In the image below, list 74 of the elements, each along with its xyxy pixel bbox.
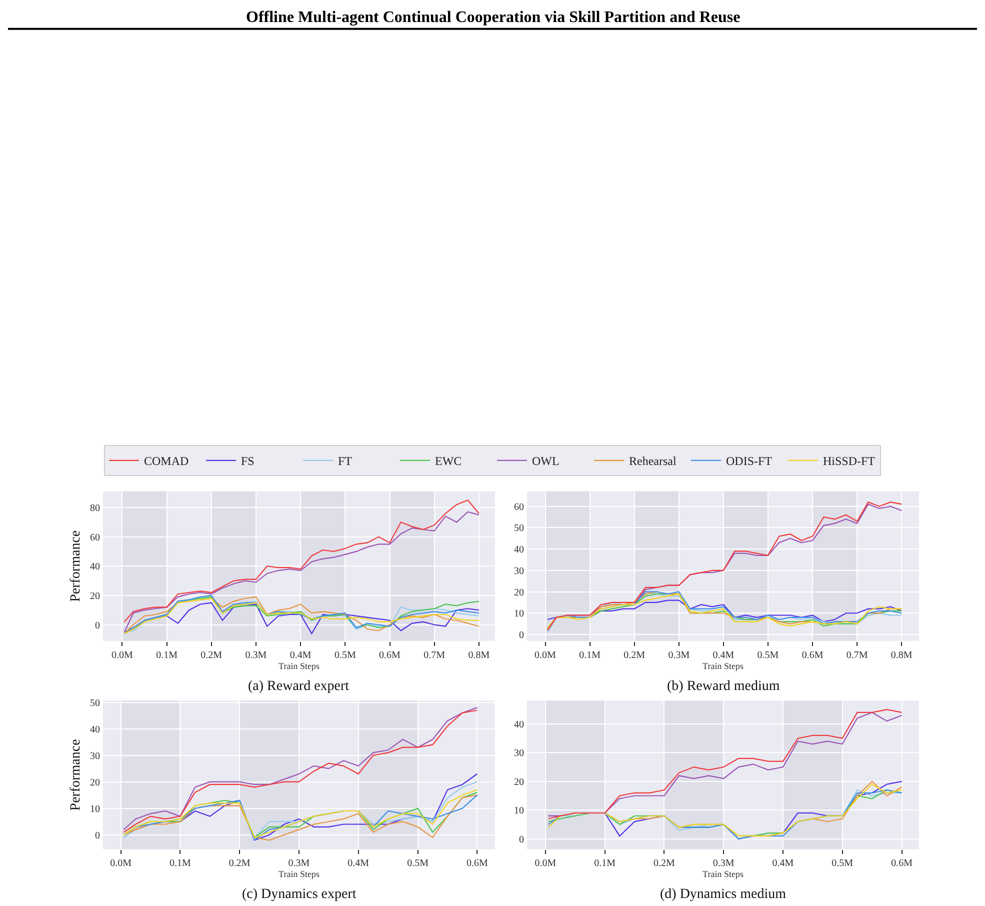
x-tick-label: 0.5M	[407, 858, 429, 870]
y-tick-label: 0	[95, 620, 100, 632]
x-tick-label: 0.2M	[653, 858, 675, 870]
x-tick-label: 0.6M	[802, 650, 824, 661]
text: (c) Dynamics expert	[242, 887, 356, 902]
y-tick-label: 20	[90, 777, 100, 788]
x-axis-title: Train Steps	[702, 660, 744, 671]
x-tick-label: 0.5M	[334, 650, 356, 661]
x-tick-label: 0.2M	[200, 650, 222, 661]
text: Offline Multi-agent Continual Cooperation via Skill Partition and Reuse	[246, 9, 740, 26]
legend-label: Rehearsal	[629, 454, 677, 468]
y-tick-label: 10	[514, 608, 524, 620]
x-tick-label: 0.4M	[290, 650, 312, 661]
legend-label: EWC	[435, 454, 462, 468]
x-tick-label: 0.5M	[757, 650, 779, 661]
y-tick-label: 50	[514, 523, 524, 534]
y-tick-label: 20	[514, 776, 524, 788]
x-tick-label: 0.2M	[624, 650, 646, 661]
x-tick-label: 0.1M	[579, 650, 601, 661]
y-tick-label: 80	[90, 502, 100, 514]
y-tick-label: 60	[90, 532, 100, 544]
x-tick-label: 0.2M	[228, 858, 250, 870]
y-tick-label: 40	[514, 544, 524, 556]
y-tick-label: 10	[514, 806, 524, 817]
y-axis-title: Performance	[68, 530, 84, 602]
x-tick-label: 0.0M	[534, 650, 556, 661]
text: (b) Reward medium	[667, 679, 780, 694]
y-tick-label: 40	[90, 724, 100, 736]
text: (a) Reward expert	[248, 679, 350, 694]
x-tick-label: 0.6M	[379, 650, 401, 661]
x-tick-label: 0.3M	[288, 858, 310, 870]
y-tick-label: 60	[514, 502, 524, 513]
x-tick-label: 0.6M	[891, 858, 913, 870]
x-tick-label: 0.1M	[156, 650, 178, 661]
x-tick-label: 0.8M	[890, 650, 912, 661]
y-tick-label: 30	[90, 750, 100, 762]
text: (d) Dynamics medium	[660, 887, 786, 902]
x-tick-label: 0.1M	[170, 858, 192, 870]
y-tick-label: 50	[90, 698, 100, 709]
x-tick-label: 0.3M	[668, 650, 690, 661]
y-tick-label: 40	[514, 719, 524, 730]
x-tick-label: 0.3M	[245, 650, 267, 661]
x-tick-label: 0.5M	[832, 858, 854, 870]
x-tick-label: 0.8M	[468, 650, 490, 661]
x-axis-title: Train Steps	[278, 869, 320, 880]
x-tick-label: 0.4M	[772, 858, 794, 870]
y-tick-label: 10	[90, 804, 100, 815]
y-tick-label: 40	[90, 562, 100, 573]
x-tick-label: 0.6M	[466, 858, 488, 870]
x-tick-label: 0.0M	[111, 650, 133, 661]
y-tick-label: 0	[519, 834, 524, 846]
y-tick-label: 30	[514, 748, 524, 760]
x-tick-label: 0.4M	[348, 858, 370, 870]
y-tick-label: 0	[519, 630, 524, 641]
x-tick-label: 0.3M	[712, 858, 734, 870]
y-axis-title: Performance	[68, 739, 84, 811]
x-tick-label: 0.0M	[534, 858, 556, 870]
x-tick-label: 0.0M	[110, 858, 132, 870]
x-axis-title: Train Steps	[278, 660, 320, 671]
legend-label: COMAD	[144, 454, 190, 468]
x-tick-label: 0.7M	[846, 650, 868, 661]
x-tick-label: 0.7M	[424, 650, 446, 661]
legend-label: OWL	[532, 454, 560, 468]
legend-label: FS	[241, 454, 254, 468]
y-tick-label: 30	[514, 566, 524, 577]
legend-label: ODIS-FT	[726, 454, 773, 468]
x-tick-label: 0.1M	[594, 858, 616, 870]
y-tick-label: 0	[95, 830, 100, 842]
y-tick-label: 20	[514, 587, 524, 598]
x-tick-label: 0.4M	[712, 650, 734, 661]
x-axis-title: Train Steps	[702, 869, 744, 880]
legend-label: HiSSD-FT	[823, 454, 876, 468]
legend-label: FT	[338, 454, 353, 468]
y-tick-label: 20	[90, 590, 100, 602]
